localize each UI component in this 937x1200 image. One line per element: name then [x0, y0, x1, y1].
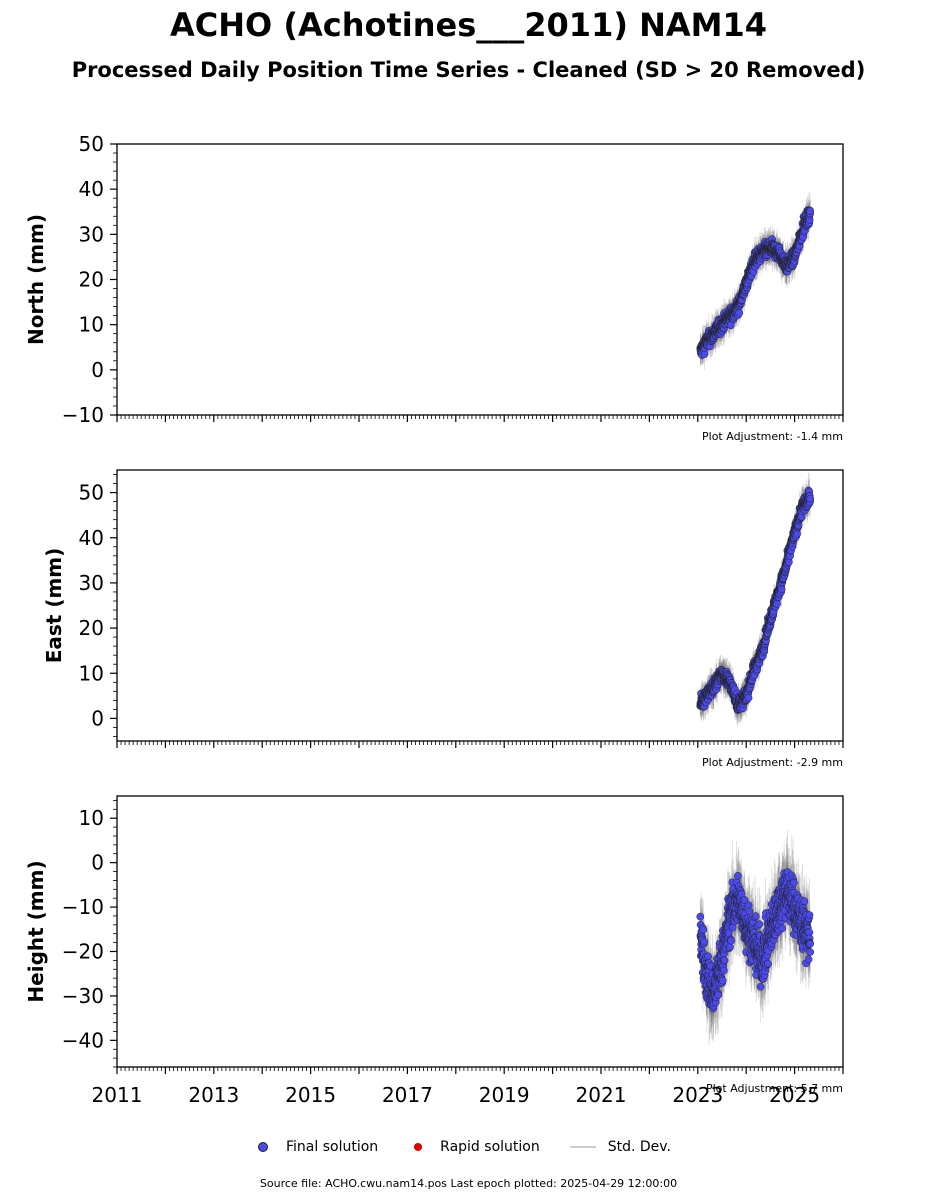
y-tick-label: −30 — [62, 984, 104, 1008]
data-point — [699, 925, 708, 934]
y-tick-label: 0 — [91, 851, 104, 875]
y-tick-label: −40 — [62, 1028, 104, 1052]
y-tick-label: 0 — [91, 358, 104, 382]
chart-subtitle: Processed Daily Position Time Series - C… — [71, 58, 866, 82]
data-point — [718, 976, 727, 985]
x-tick-label: 2021 — [576, 1083, 627, 1107]
data-point — [773, 599, 781, 608]
data-point — [735, 309, 744, 317]
data-point — [700, 937, 709, 946]
y-tick-label: 10 — [79, 313, 104, 337]
x-tick-label: 2017 — [382, 1083, 433, 1107]
data-point — [777, 585, 786, 594]
plot-adjustment-label: Plot Adjustment: 5.7 mm — [706, 1082, 843, 1095]
y-tick-label: −10 — [62, 403, 104, 427]
y-tick-label: 50 — [79, 481, 104, 505]
y-tick-label: 40 — [79, 526, 104, 550]
data-point — [793, 530, 801, 538]
y-tick-label: 10 — [79, 806, 104, 830]
data-point — [714, 991, 722, 999]
x-tick-label: 2015 — [285, 1083, 336, 1107]
x-tick-label: 2013 — [188, 1083, 239, 1107]
y-tick-label: 50 — [79, 132, 104, 156]
y-axis-label: North (mm) — [24, 214, 48, 345]
y-tick-label: 40 — [79, 177, 104, 201]
y-tick-label: 30 — [79, 222, 104, 246]
plot-frame — [116, 143, 844, 416]
data-point — [704, 952, 712, 961]
y-tick-label: 20 — [79, 616, 104, 640]
y-tick-label: −20 — [62, 939, 104, 963]
data-point — [806, 494, 815, 503]
y-tick-label: 10 — [79, 661, 104, 685]
y-tick-label: 30 — [79, 571, 104, 595]
plot-adjustment-label: Plot Adjustment: -1.4 mm — [702, 430, 843, 443]
y-tick-label: −10 — [62, 895, 104, 919]
plot-adjustment-label: Plot Adjustment: -2.9 mm — [702, 756, 843, 769]
y-tick-label: 0 — [91, 706, 104, 730]
y-axis-label: Height (mm) — [24, 860, 48, 1002]
chart-title: ACHO (Achotines___2011) NAM14 — [169, 6, 768, 44]
x-tick-label: 2019 — [479, 1083, 530, 1107]
x-tick-label: 2011 — [92, 1083, 143, 1107]
data-point — [806, 207, 815, 215]
data-point — [744, 693, 753, 702]
y-tick-label: 20 — [79, 268, 104, 292]
y-axis-label: East (mm) — [42, 548, 66, 664]
data-point — [696, 912, 705, 921]
